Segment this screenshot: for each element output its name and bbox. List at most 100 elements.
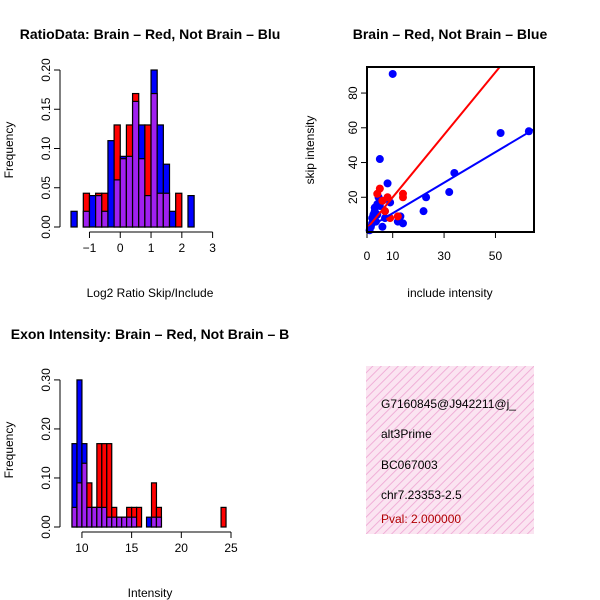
ratio-hist-title: RatioData: Brain – Red, Not Brain – Blu xyxy=(20,26,281,42)
y-tick-label: 40 xyxy=(346,156,360,170)
overlap-bar xyxy=(116,516,123,528)
scatter-frame xyxy=(366,66,535,233)
info-event-type: alt3Prime xyxy=(381,427,432,441)
info-accession: BC067003 xyxy=(381,458,438,472)
overlap-bar xyxy=(144,195,152,228)
x-tick-label: 2 xyxy=(178,241,185,255)
y-tick-label: 60 xyxy=(346,121,360,135)
not-brain-bar xyxy=(70,210,78,228)
overlap-bar xyxy=(162,192,171,228)
overlap-bar xyxy=(131,516,138,528)
overlap-bar xyxy=(91,506,98,528)
not-brain-bar xyxy=(168,210,177,228)
y-tick-label: 0.00 xyxy=(39,215,53,239)
info-box-background xyxy=(366,366,534,534)
x-tick-label: 10 xyxy=(75,541,89,555)
x-tick-label: 15 xyxy=(125,541,139,555)
y-tick-label: 0.15 xyxy=(39,97,53,121)
overlap-bar xyxy=(119,158,128,228)
overlap-bar xyxy=(156,192,164,228)
y-tick-label: 0.05 xyxy=(39,176,53,200)
not-brain-bar xyxy=(187,195,195,228)
not-brain-point xyxy=(445,188,454,197)
brain-bar xyxy=(106,443,113,528)
x-tick-label: 50 xyxy=(489,249,503,263)
overlap-bar xyxy=(113,179,121,228)
overlap-bar xyxy=(82,210,91,228)
brain-point xyxy=(393,212,402,221)
info-box-panel: G7160845@J942211@j_ alt3Prime BC067003 c… xyxy=(366,366,534,534)
intensity-hist-bars xyxy=(71,379,227,528)
y-tick-label: 0.10 xyxy=(39,466,53,490)
brain-bar xyxy=(175,192,183,228)
info-probe-id: G7160845@J942211@j_ xyxy=(381,397,516,411)
overlap-bar xyxy=(150,516,158,528)
overlap-bar xyxy=(125,155,134,228)
x-tick-label: 0 xyxy=(364,249,371,263)
not-brain-fit-line xyxy=(366,128,535,230)
not-brain-bar xyxy=(145,516,153,528)
overlap-bar xyxy=(71,506,78,528)
overlap-bar xyxy=(121,516,128,528)
intensity-hist-title: Exon Intensity: Brain – Red, Not Brain –… xyxy=(11,326,290,342)
ratio-histogram-panel: RatioData: Brain – Red, Not Brain – Blu … xyxy=(2,26,280,300)
x-tick-label: 25 xyxy=(224,541,238,555)
x-tick-label: 0 xyxy=(117,241,124,255)
brain-point xyxy=(375,184,384,193)
not-brain-point xyxy=(378,222,387,231)
scatter-ylabel: skip intensity xyxy=(303,116,317,185)
overlap-bar xyxy=(150,92,158,228)
intensity-hist-ylabel: Frequency xyxy=(2,422,16,479)
ratio-hist-ylabel: Frequency xyxy=(2,122,16,179)
brain-point xyxy=(383,193,392,202)
not-brain-point xyxy=(375,155,384,164)
intensity-scatter-panel: Brain – Red, Not Brain – Blue include in… xyxy=(303,26,547,300)
y-tick-label: 0.20 xyxy=(39,58,53,82)
scatter-xlabel: include intensity xyxy=(407,286,492,300)
y-tick-label: 0.20 xyxy=(39,417,53,441)
overlap-bar xyxy=(131,100,140,228)
info-pval: Pval: 2.000000 xyxy=(381,512,461,526)
brain-bar xyxy=(135,506,143,528)
not-brain-bar xyxy=(107,140,115,228)
overlap-bar xyxy=(126,516,133,528)
overlap-bar xyxy=(155,516,163,528)
x-tick-label: 10 xyxy=(386,249,400,263)
ratio-hist-bars xyxy=(70,69,195,228)
overlap-bar xyxy=(96,506,103,528)
ratio-hist-xlabel: Log2 Ratio Skip/Include xyxy=(87,286,214,300)
overlap-bar xyxy=(86,506,93,528)
brain-bar xyxy=(220,506,227,528)
y-tick-label: 0.00 xyxy=(39,515,53,539)
x-tick-label: 20 xyxy=(175,541,189,555)
overlap-bar xyxy=(101,210,109,228)
y-tick-label: 0.10 xyxy=(39,136,53,160)
x-tick-label: 30 xyxy=(437,249,451,263)
y-tick-label: 80 xyxy=(346,86,360,100)
scatter-marks xyxy=(365,66,535,235)
brain-fit-line xyxy=(366,66,501,230)
scatter-title: Brain – Red, Not Brain – Blue xyxy=(353,26,548,42)
brain-point xyxy=(398,189,407,198)
overlap-bar xyxy=(101,506,108,528)
overlap-bar xyxy=(138,158,146,228)
x-tick-label: 1 xyxy=(148,241,155,255)
overlap-bar xyxy=(111,516,118,528)
intensity-hist-axes: 0.00 0.10 0.20 0.30 10 15 20 25 xyxy=(39,368,238,555)
not-brain-point xyxy=(383,179,392,188)
not-brain-point xyxy=(419,207,428,216)
ratio-hist-axes: 0.00 0.05 0.10 0.15 0.20 −1 0 1 2 3 xyxy=(39,58,216,255)
x-tick-label: −1 xyxy=(83,241,97,255)
not-brain-point xyxy=(388,69,397,78)
y-tick-label: 20 xyxy=(346,190,360,204)
x-tick-label: 3 xyxy=(209,241,216,255)
info-location: chr7.23353-2.5 xyxy=(381,488,462,502)
overlap-bar xyxy=(95,195,103,228)
overlap-bar xyxy=(76,482,83,528)
overlap-bar xyxy=(106,516,113,528)
not-brain-bar xyxy=(88,195,97,228)
y-tick-label: 0.30 xyxy=(39,368,53,392)
not-brain-point xyxy=(398,219,407,228)
not-brain-point xyxy=(496,129,505,137)
